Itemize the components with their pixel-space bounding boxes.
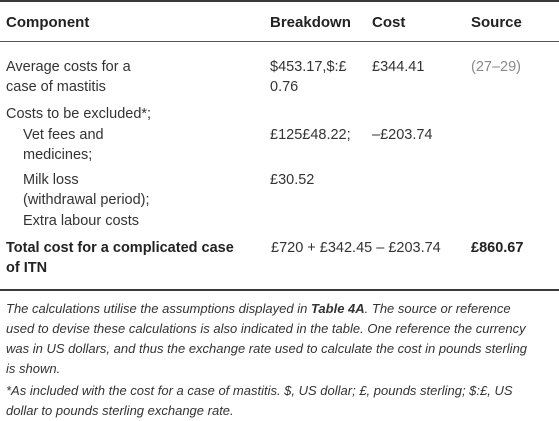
footnote-asterisk-line2: dollar to pounds sterling exchange rate. (6, 403, 234, 418)
total-breakdown: £720 + £342.45 – £203.74 (271, 240, 441, 256)
row2-vet-line1: Vet fees and (23, 127, 104, 143)
table-bottom-rule (0, 289, 559, 291)
row2-component: Costs to be excluded*; (6, 106, 152, 122)
row1-breakdown-line2: 0.76 (270, 79, 299, 95)
row1-component-line1: Average costs for a (6, 59, 131, 75)
footnote-line3: was in US dollars, and thus the exchange… (6, 341, 528, 356)
row2-milk-line2: (withdrawal period); (23, 192, 150, 208)
total-label-line1: Total cost for a complicated case (6, 240, 234, 256)
row1-breakdown-line1: $453.17,$:£ (270, 59, 347, 75)
footnote-line2: used to devise these calculations is als… (6, 321, 526, 336)
row1-component-line2: case of mastitis (6, 79, 106, 95)
row2-vet-line2: medicines; (23, 147, 93, 163)
footnote-line4: is shown. (6, 361, 61, 376)
footnote-text: The calculations utilise the assumptions… (6, 301, 311, 316)
row2-vet-cost: –£203.74 (372, 127, 433, 143)
row1-cost: £344.41 (372, 59, 425, 75)
header-source: Source (471, 14, 522, 31)
footnote-asterisk-line1: *As included with the cost for a case of… (6, 383, 513, 398)
row2-milk-line1: Milk loss (23, 172, 79, 188)
header-divider-rule (0, 41, 559, 42)
row2-labour: Extra labour costs (23, 213, 140, 229)
row2-milk-breakdown: £30.52 (270, 172, 315, 188)
header-breakdown: Breakdown (270, 14, 351, 31)
table-top-rule (0, 0, 559, 2)
header-component: Component (6, 14, 90, 31)
row2-vet-breakdown: £125£48.22; (270, 127, 351, 143)
footnote-text: . The source or reference (364, 301, 511, 316)
header-cost: Cost (372, 14, 406, 31)
total-label-line2: of ITN (6, 260, 48, 276)
row1-source-reference[interactable]: (27–29) (471, 59, 521, 75)
table-4a-link[interactable]: Table 4A (310, 301, 365, 316)
total-cost: £860.67 (471, 240, 524, 256)
footnote-line1: The calculations utilise the assumptions… (6, 299, 554, 319)
